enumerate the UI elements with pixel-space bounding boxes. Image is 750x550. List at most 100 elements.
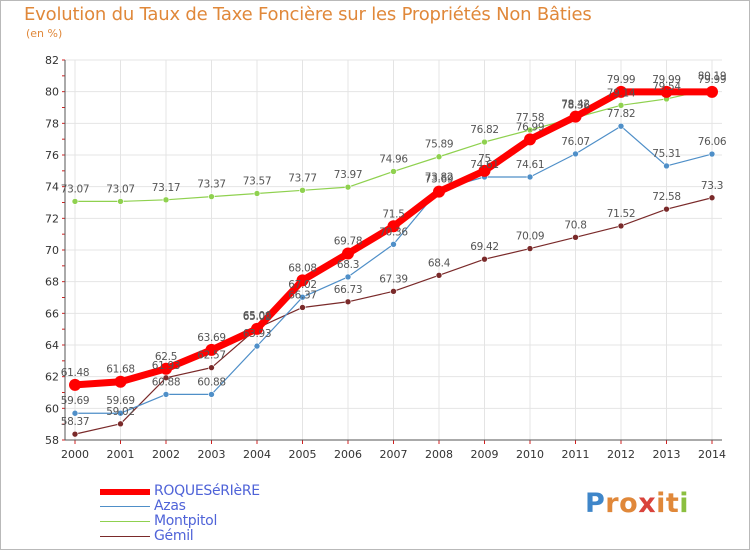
data-label-2: 76.82 [470,124,499,136]
data-label-3: 61.93 [152,360,181,372]
data-label-3: 62.57 [197,350,226,362]
y-tick-label: 76 [45,149,59,162]
data-label-0: 63.69 [197,332,226,344]
series-point-0 [478,164,491,177]
series-point-3 [572,234,579,241]
series-point-1 [344,273,352,281]
data-labels: 61.48 61.68 62.5 63.69 65.02 68.08 69.78 71.5 73… [61,71,727,428]
data-label-2: 73.07 [61,183,90,195]
data-label-2: 79.14 [607,87,636,99]
data-label-3: 66.37 [288,289,317,301]
grid [65,59,722,441]
data-label-2: 73.97 [334,169,363,181]
series-lines [69,85,718,438]
data-label-2: 73.77 [288,172,317,184]
legend-swatch [100,521,150,522]
series-point-0 [160,362,172,375]
series-point-2 [481,138,488,146]
y-tick-label: 68 [45,276,59,289]
legend-item: ROQUESéRIèRE [100,484,320,499]
series-point-1 [71,409,79,417]
legend-item: Azas [100,499,320,514]
x-tick-label: 2006 [334,448,362,461]
legend-label: Gémil [154,528,194,544]
logo-letter: r [605,488,620,519]
y-tick-label: 66 [45,307,59,320]
x-tick-label: 2013 [653,448,681,461]
data-label-0: 76.99 [516,121,545,133]
series-point-1 [663,162,670,170]
series-point-3 [526,245,534,252]
data-label-3: 69.42 [470,241,499,253]
series-point-1 [708,150,716,158]
series-point-0 [114,375,127,388]
series-point-3 [208,364,215,371]
series-point-0 [69,378,81,391]
x-tick-label: 2009 [471,448,499,461]
x-tick-label: 2014 [698,448,726,461]
data-label-0: 71.5 [382,208,404,220]
logo-letter: o [619,488,639,519]
data-label-3: 68.4 [428,257,451,269]
series-point-0 [342,247,354,260]
data-label-0: 79.99 [698,74,727,86]
data-label-3: 66.73 [334,284,363,296]
logo-letter: P [585,488,606,519]
series-point-2 [344,183,352,191]
series-point-1 [162,391,170,398]
series-point-0 [205,343,218,356]
data-label-2: 80.19 [698,71,727,83]
data-label-1: 74.61 [470,159,499,171]
data-label-1: 75.31 [652,148,681,160]
data-label-0: 68.08 [288,262,317,274]
series-point-1 [299,293,306,301]
series-point-3 [117,420,124,428]
data-label-3: 59.02 [106,406,135,418]
data-label-1: 68.3 [337,259,359,271]
data-label-0: 75 [478,153,491,165]
x-tick-label: 2010 [516,448,544,461]
logo-letter: t [665,488,680,519]
data-label-0: 69.78 [334,235,363,247]
logo-letter: x [638,488,657,519]
series-point-1 [208,391,215,398]
x-tick-label: 2005 [289,448,317,461]
y-tick-label: 72 [45,212,59,225]
series-point-2 [117,198,124,205]
x-tick-label: 2007 [380,448,408,461]
data-label-3: 70.09 [516,231,545,243]
x-tick-label: 2003 [198,448,226,461]
data-label-1: 77.82 [607,108,636,120]
series-point-3 [390,288,397,295]
x-tick-label: 2011 [562,448,590,461]
y-tick-label: 78 [45,117,59,130]
data-label-3: 73.3 [701,180,723,192]
data-label-0: 62.5 [155,351,177,363]
series-point-3 [344,298,352,306]
data-label-1: 59.69 [61,395,90,407]
data-label-1: 76.06 [698,136,727,148]
data-label-2: 74.96 [379,153,408,165]
series-point-1 [117,409,124,417]
data-label-1: 59.69 [106,395,135,407]
y-tick-label: 70 [45,244,59,257]
series-point-1 [390,241,397,248]
data-label-2: 73.17 [152,182,181,194]
series-point-0 [569,110,582,123]
series-point-0 [706,85,718,98]
series-point-3 [162,374,170,382]
data-label-1: 63.93 [243,328,272,340]
x-tick-label: 2008 [425,448,453,461]
y-tick-label: 64 [45,339,59,352]
y-tick-label: 80 [45,86,59,99]
data-label-1: 67.02 [288,279,317,291]
series-point-1 [253,342,261,350]
series-point-2 [526,126,534,134]
data-label-1: 70.36 [379,226,408,238]
series-point-0 [296,274,309,287]
data-label-2: 73.07 [106,183,135,195]
series-point-2 [435,153,443,161]
data-label-2: 73.57 [243,175,272,187]
series-point-2 [71,198,79,205]
